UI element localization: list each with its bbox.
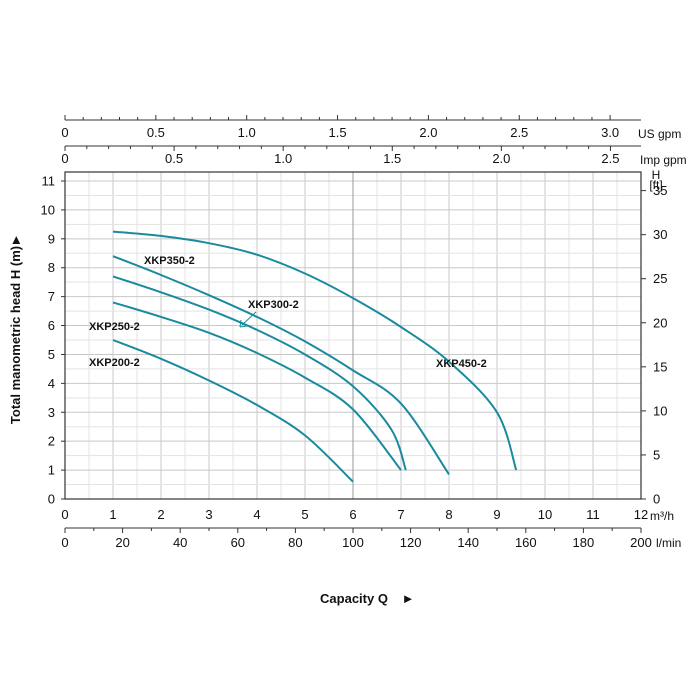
x-m3h-tick-label: 11	[586, 507, 600, 522]
x-impgpm-tick-label: 0	[61, 151, 68, 166]
x-lmin-tick-label: 200	[630, 535, 652, 550]
x-impgpm-tick-label: 1.0	[274, 151, 292, 166]
x-lmin-tick-label: 80	[288, 535, 302, 550]
plot-frame	[64, 171, 642, 500]
y-right-tick-label: 30	[653, 227, 667, 242]
curve-xkp350-2	[112, 255, 450, 475]
y-tick-label: 8	[48, 260, 55, 275]
curve-xkp200-2	[112, 339, 354, 483]
bottom-axes: 0 1 2 3 4 5 6 7 8 9 10 11 120 20 40 60 80 100 120 140 160 180…	[61, 507, 651, 550]
grid-lines	[64, 172, 642, 500]
x-impgpm-tick-label: 2.5	[601, 151, 619, 166]
left-axis: 0 1 2 3 4 5 6 7 8 9 10 11	[41, 174, 65, 507]
x-m3h-tick-label: 4	[253, 507, 260, 522]
x-usgpm-tick-label: 1.5	[329, 125, 347, 140]
x-m3h-tick-label: 0	[61, 507, 68, 522]
right-axis-unit-bottom: [ft]	[649, 178, 662, 192]
y-right-tick-label: 0	[653, 492, 660, 507]
y-tick-label: 11	[42, 174, 56, 189]
label-xkp300-2: XKP300-2	[248, 299, 299, 311]
curve-xkp250-2	[112, 301, 402, 471]
plot-border	[64, 171, 642, 500]
x-m3h-tick-label: 8	[445, 507, 452, 522]
x-lmin-tick-label: 160	[515, 535, 537, 550]
y-axis-title: Total manometric head H (m)	[8, 246, 23, 424]
x-m3h-tick-label: 3	[205, 507, 212, 522]
y-tick-label: 9	[48, 231, 55, 246]
y-right-tick-label: 25	[653, 271, 667, 286]
x-axis-title-arrow: ►	[402, 591, 415, 606]
y-tick-label: 4	[48, 376, 55, 391]
label-xkp250-2: XKP250-2	[89, 321, 140, 333]
y-tick-label: 3	[48, 405, 55, 420]
x-lmin-tick-label: 100	[342, 535, 364, 550]
x-lmin-tick-label: 140	[457, 535, 479, 550]
x-axis-lmin-unit: l/min	[656, 536, 681, 550]
x-axis-m3h-unit: m³/h	[650, 509, 674, 523]
x-impgpm-tick-label: 1.5	[383, 151, 401, 166]
x-usgpm-tick-label: 0.5	[147, 125, 165, 140]
right-axis-unit-top: H	[652, 168, 661, 182]
x-lmin-tick-label: 40	[173, 535, 187, 550]
x-m3h-tick-label: 1	[109, 507, 116, 522]
x-lmin-tick-label: 60	[231, 535, 245, 550]
x-axis-title: Capacity Q	[320, 591, 388, 606]
x-lmin-tick-label: 20	[115, 535, 129, 550]
x-usgpm-tick-label: 3.0	[601, 125, 619, 140]
x-usgpm-tick-label: 2.5	[510, 125, 528, 140]
top-axes: 0 0.5 1.0 1.5 2.0 2.5 3.00 0.5 1.0 1.5 2.0 2.5	[61, 115, 641, 166]
y-tick-label: 5	[48, 347, 55, 362]
y-right-tick-label: 10	[653, 403, 667, 418]
y-tick-label: 6	[48, 318, 55, 333]
x-m3h-tick-label: 10	[538, 507, 552, 522]
right-axis: 0 5 10 15 20 25 30 35	[641, 183, 667, 507]
x-impgpm-tick-label: 2.0	[492, 151, 510, 166]
y-right-tick-label: 5	[653, 447, 660, 462]
x-m3h-tick-label: 5	[301, 507, 308, 522]
x-usgpm-tick-label: 1.0	[238, 125, 256, 140]
series-labels: XKP450-2 XKP350-2 XKP300-2 XKP250-2 XKP200-2	[89, 255, 487, 370]
x-usgpm-tick-label: 0	[61, 125, 68, 140]
y-tick-label: 1	[48, 463, 55, 478]
x-lmin-tick-label: 120	[400, 535, 422, 550]
x-m3h-tick-label: 12	[634, 507, 648, 522]
pump-curves	[112, 230, 518, 483]
x-impgpm-tick-label: 0.5	[165, 151, 183, 166]
label-xkp350-2: XKP350-2	[144, 255, 195, 267]
y-right-tick-label: 35	[653, 183, 667, 198]
y-tick-label: 7	[48, 289, 55, 304]
curve-xkp300-2	[112, 275, 407, 471]
y-tick-label: 2	[48, 434, 55, 449]
label-xkp200-2: XKP200-2	[89, 357, 140, 369]
x-m3h-tick-label: 2	[157, 507, 164, 522]
x-lmin-tick-label: 0	[61, 535, 68, 550]
x-axis-usgpm-unit: US gpm	[638, 127, 681, 141]
label-leader-xkp300-2	[241, 311, 257, 326]
x-lmin-tick-label: 180	[573, 535, 595, 550]
y-right-tick-label: 20	[653, 315, 667, 330]
y-tick-label: 10	[41, 202, 55, 217]
x-m3h-tick-label: 7	[397, 507, 404, 522]
curve-xkp450-2	[112, 230, 518, 471]
label-leader-arrowhead	[239, 319, 248, 328]
x-m3h-tick-label: 6	[349, 507, 356, 522]
x-m3h-tick-label: 9	[493, 507, 500, 522]
y-right-tick-label: 15	[653, 359, 667, 374]
x-axis-impgpm-unit: Imp gpm	[640, 153, 687, 167]
y-axis-title-arrow: ►	[8, 234, 23, 247]
y-tick-label: 0	[48, 492, 55, 507]
label-xkp450-2: XKP450-2	[436, 358, 487, 370]
x-usgpm-tick-label: 2.0	[419, 125, 437, 140]
